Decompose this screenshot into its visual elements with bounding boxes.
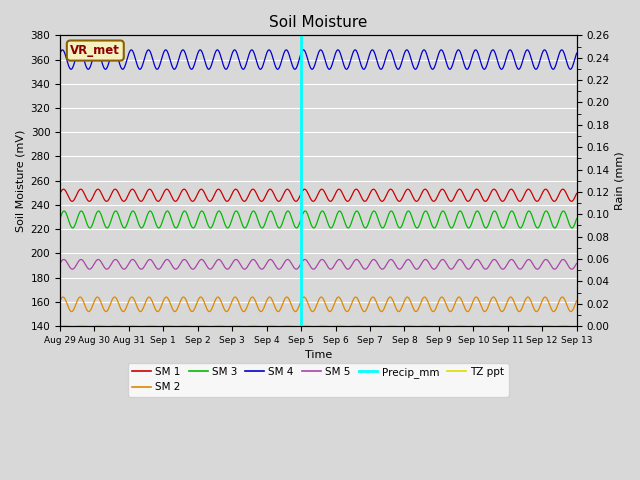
SM 1 xyxy=(146,186,154,192)
SM 5 xyxy=(276,265,284,271)
SM 1 xyxy=(563,192,571,197)
SM 4 xyxy=(498,66,506,72)
SM 5 xyxy=(482,266,490,272)
SM 3 xyxy=(267,208,275,214)
TZ ppt xyxy=(146,323,154,328)
Title: Soil Moisture: Soil Moisture xyxy=(269,15,367,30)
SM 5 xyxy=(146,257,154,263)
SM 1 xyxy=(255,195,262,201)
SM 4 xyxy=(56,50,64,56)
SM 3 xyxy=(56,216,64,222)
Line: SM 5: SM 5 xyxy=(60,260,577,269)
SM 2 xyxy=(508,294,515,300)
SM 2 xyxy=(563,302,571,308)
SM 5 xyxy=(508,257,515,263)
SM 3 xyxy=(277,224,285,229)
TZ ppt xyxy=(56,323,64,329)
SM 3 xyxy=(146,208,154,214)
Text: VR_met: VR_met xyxy=(70,44,120,57)
Line: TZ ppt: TZ ppt xyxy=(60,325,577,327)
SM 1 xyxy=(277,197,285,203)
TZ ppt xyxy=(573,323,580,329)
Y-axis label: Rain (mm): Rain (mm) xyxy=(615,151,625,210)
X-axis label: Time: Time xyxy=(305,350,332,360)
SM 3 xyxy=(115,213,123,219)
SM 2 xyxy=(573,298,580,304)
Line: SM 4: SM 4 xyxy=(60,50,577,69)
SM 1 xyxy=(180,186,188,192)
Y-axis label: Soil Moisture (mV): Soil Moisture (mV) xyxy=(15,130,25,232)
SM 3 xyxy=(508,208,515,214)
SM 4 xyxy=(563,59,571,65)
SM 2 xyxy=(277,306,285,312)
SM 1 xyxy=(508,186,515,192)
SM 1 xyxy=(573,191,580,196)
TZ ppt xyxy=(507,323,515,328)
SM 2 xyxy=(76,294,84,300)
TZ ppt xyxy=(61,323,68,328)
SM 5 xyxy=(56,261,64,266)
SM 2 xyxy=(115,302,123,308)
SM 2 xyxy=(56,298,64,304)
TZ ppt xyxy=(255,324,262,329)
SM 1 xyxy=(56,191,64,196)
SM 3 xyxy=(563,214,571,219)
SM 4 xyxy=(508,48,515,53)
SM 5 xyxy=(254,263,262,268)
SM 3 xyxy=(573,216,580,222)
SM 4 xyxy=(506,47,514,53)
TZ ppt xyxy=(563,323,570,329)
TZ ppt xyxy=(568,324,576,330)
SM 5 xyxy=(115,260,123,266)
TZ ppt xyxy=(277,324,285,330)
SM 5 xyxy=(563,260,571,266)
SM 4 xyxy=(115,59,123,64)
SM 1 xyxy=(172,198,179,204)
SM 5 xyxy=(573,261,580,266)
Line: SM 2: SM 2 xyxy=(60,297,577,312)
SM 5 xyxy=(473,257,481,263)
SM 3 xyxy=(254,217,262,223)
SM 2 xyxy=(255,306,262,312)
Line: SM 1: SM 1 xyxy=(60,189,577,201)
SM 4 xyxy=(254,63,262,69)
SM 2 xyxy=(146,295,154,300)
SM 2 xyxy=(85,309,93,314)
Legend: SM 1, SM 2, SM 3, SM 4, SM 5, Precip_mm, TZ ppt: SM 1, SM 2, SM 3, SM 4, SM 5, Precip_mm,… xyxy=(128,363,509,396)
Line: SM 3: SM 3 xyxy=(60,211,577,228)
SM 4 xyxy=(146,48,154,53)
SM 4 xyxy=(276,61,284,67)
SM 1 xyxy=(115,191,123,197)
TZ ppt xyxy=(115,323,123,329)
SM 4 xyxy=(573,50,580,56)
SM 3 xyxy=(275,225,283,231)
